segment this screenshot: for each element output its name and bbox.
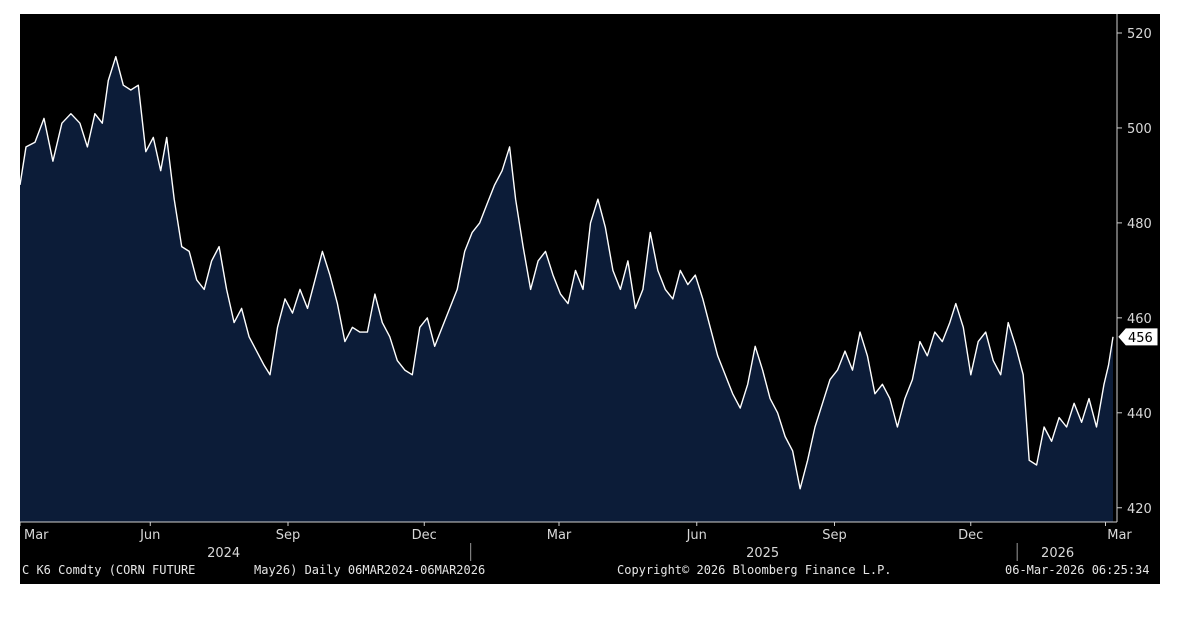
price-chart: 520 500 480 460 440 420 Mar Jun Sep Dec Mar Jun Sep…: [20, 14, 1160, 584]
x-tick-label: Jun: [139, 528, 160, 543]
x-tick-label: Dec: [412, 528, 437, 543]
timestamp-label: 06-Mar-2026 06:25:34: [1005, 563, 1150, 577]
x-tick-label: Sep: [276, 528, 301, 543]
year-label: 2024: [207, 546, 240, 561]
year-label: 2026: [1041, 546, 1074, 561]
y-tick-label: 500: [1127, 122, 1152, 137]
x-tick-label: Mar: [24, 528, 49, 543]
y-axis: 520 500 480 460 440 420: [1117, 27, 1152, 517]
x-tick-label: Mar: [547, 528, 572, 543]
last-value-label: 456: [1128, 331, 1153, 346]
last-value-tag: [1118, 328, 1158, 346]
x-axis: Mar Jun Sep Dec Mar Jun Sep Dec Mar 2024 2025 2026: [20, 522, 1132, 561]
ticker-label: C K6 Comdty (CORN FUTURE: [22, 563, 196, 577]
y-tick-label: 520: [1127, 27, 1152, 42]
price-area-fill: [20, 56, 1113, 522]
contract-range-label: May26) Daily 06MAR2024-06MAR2026: [254, 563, 486, 577]
y-tick-label: 420: [1127, 502, 1152, 517]
last-value-marker: 456: [1118, 328, 1158, 346]
copyright-label: Copyright© 2026 Bloomberg Finance L.P.: [617, 563, 892, 577]
y-tick-label: 480: [1127, 217, 1152, 232]
price-line: [20, 56, 1114, 490]
year-label: 2025: [746, 546, 779, 561]
chart-frame: 520 500 480 460 440 420 Mar Jun Sep Dec Mar Jun Sep…: [20, 14, 1160, 584]
y-tick-label: 460: [1127, 312, 1152, 327]
y-tick-label: 440: [1127, 407, 1152, 422]
x-tick-label: Jun: [686, 528, 707, 543]
x-tick-label: Dec: [958, 528, 983, 543]
x-tick-label: Mar: [1107, 528, 1132, 543]
x-tick-label: Sep: [822, 528, 847, 543]
